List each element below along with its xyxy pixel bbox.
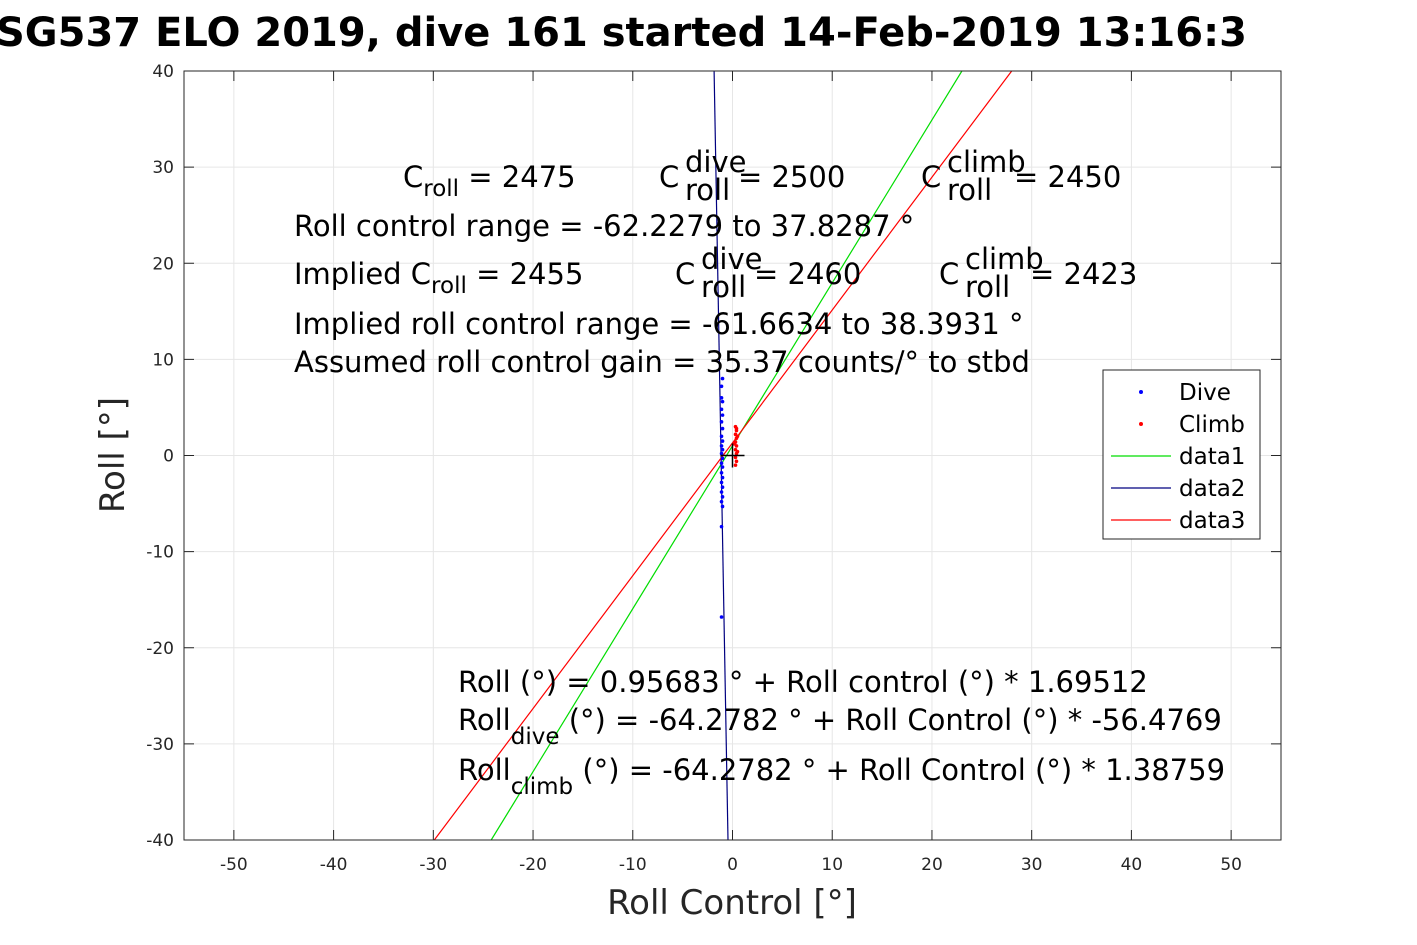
annotation-implied-roll-control-range: Implied roll control range = -61.6634 to…: [294, 307, 1024, 341]
annotation-c-roll-climb-value: = 2450: [1014, 160, 1121, 194]
legend: Dive Climb data1 data2 data3: [1102, 369, 1261, 540]
point-climb: [734, 426, 739, 431]
annotation-c-roll-dive-value: = 2500: [738, 160, 845, 194]
point-climb: [734, 459, 739, 464]
annotation-c-roll-dive-sub: roll: [685, 173, 730, 207]
point-dive: [720, 475, 725, 480]
point-dive: [719, 615, 724, 619]
point-dive: [720, 456, 725, 461]
annotation-implied-c-roll-climb: C: [939, 257, 959, 291]
y-tick-label: 20: [152, 254, 174, 274]
annotation-c-roll-dive-sup: dive: [685, 145, 746, 179]
x-tick-label: 20: [921, 855, 943, 875]
chart-title: SG537 ELO 2019, dive 161 started 14-Feb-…: [0, 10, 1247, 56]
annotation-implied-c-roll-climb-value: = 2423: [1030, 257, 1137, 291]
y-tick-label: 30: [152, 158, 174, 178]
point-climb: [735, 434, 740, 439]
annotation-implied-c-roll: Implied Croll = 2455: [294, 257, 583, 299]
point-dive: [719, 444, 724, 448]
x-tick-label: -50: [220, 855, 248, 875]
point-dive: [719, 407, 724, 412]
x-tick-label: -30: [419, 855, 447, 875]
annotation-implied-c-roll-dive-sup: dive: [701, 242, 762, 276]
annotation-implied-c-roll-dive-value: = 2460: [754, 257, 861, 291]
y-tick-label: -30: [146, 735, 174, 755]
point-climb: [733, 463, 738, 467]
x-tick-label: -40: [320, 855, 348, 875]
point-climb: [732, 442, 737, 446]
annotations: Croll = 2475 C dive roll = 2500 C climb …: [294, 145, 1225, 800]
series-points: [719, 376, 740, 619]
point-dive: [719, 499, 724, 504]
point-dive: [719, 451, 724, 456]
legend-label-data1: data1: [1179, 444, 1245, 470]
x-tick-label: 10: [821, 855, 843, 875]
y-tick-label: -10: [146, 543, 174, 563]
point-dive: [719, 480, 724, 485]
point-dive: [720, 399, 725, 404]
point-dive: [719, 434, 724, 439]
y-tick-label: -40: [146, 831, 174, 851]
annotation-c-roll-climb: C: [921, 160, 941, 194]
legend-swatch-dive: [1139, 390, 1143, 394]
annotation-implied-c-roll-climb-sub: roll: [965, 270, 1010, 304]
point-climb: [735, 449, 740, 454]
point-dive: [719, 396, 724, 400]
annotation-c-roll-climb-sub: roll: [947, 173, 992, 207]
legend-box: [1102, 369, 1261, 540]
legend-label-dive: Dive: [1179, 380, 1231, 406]
x-tick-label: 40: [1121, 855, 1143, 875]
annotation-implied-c-roll-dive-sub: roll: [701, 270, 746, 304]
point-dive: [720, 426, 725, 431]
point-dive: [719, 461, 724, 465]
x-tick-label: 0: [727, 855, 738, 875]
point-dive: [720, 485, 725, 490]
point-dive: [719, 471, 724, 475]
annotation-roll-climb-equation: Rollclimb (°) = -64.2782 ° + Roll Contro…: [458, 753, 1225, 800]
point-climb: [733, 455, 738, 460]
point-dive: [720, 376, 725, 381]
annotation-c-roll-climb-sup: climb: [947, 145, 1026, 179]
annotation-roll-control-range: Roll control range = -62.2279 to 37.8287…: [294, 209, 914, 243]
point-dive: [719, 420, 724, 424]
y-tick-label: 40: [152, 62, 174, 82]
annotation-implied-c-roll-dive: C: [675, 257, 695, 291]
legend-label-climb: Climb: [1179, 412, 1245, 438]
y-axis-label: Roll [°]: [93, 397, 133, 513]
x-tick-label: -10: [619, 855, 647, 875]
legend-label-data2: data2: [1179, 476, 1245, 502]
legend-label-data3: data3: [1179, 508, 1245, 534]
annotation-implied-c-roll-climb-sup: climb: [965, 242, 1044, 276]
tick-labels: -50 -40 -30 -20 -10 0 10 20 30 40 50 -40 -30 -20 -10 0 1…: [146, 62, 1242, 875]
x-tick-label: 50: [1220, 855, 1242, 875]
point-dive: [719, 490, 724, 494]
x-tick-label: -20: [519, 855, 547, 875]
point-dive: [720, 439, 725, 443]
annotation-c-roll-dive: C: [659, 160, 679, 194]
point-dive: [719, 384, 724, 389]
point-dive: [720, 465, 725, 469]
annotation-c-roll: Croll = 2475: [403, 160, 576, 202]
annotation-roll-fit-equation: Roll (°) = 0.95683 ° + Roll control (°) …: [458, 665, 1148, 699]
legend-swatch-climb: [1139, 422, 1143, 426]
annotation-roll-control-gain: Assumed roll control gain = 35.37 counts…: [294, 345, 1030, 379]
x-tick-label: 30: [1021, 855, 1043, 875]
point-dive: [720, 504, 725, 509]
point-dive: [720, 447, 725, 452]
ticks: [184, 70, 1281, 841]
y-tick-label: -20: [146, 639, 174, 659]
annotation-roll-dive-equation: Rolldive (°) = -64.2782 ° + Roll Control…: [458, 703, 1222, 750]
point-dive: [720, 413, 725, 417]
y-tick-label: 0: [163, 447, 174, 467]
x-axis-label: Roll Control [°]: [607, 883, 857, 923]
origin-marker: [720, 443, 745, 468]
point-dive: [719, 524, 724, 529]
y-tick-label: 10: [152, 350, 174, 370]
point-dive: [720, 495, 725, 499]
